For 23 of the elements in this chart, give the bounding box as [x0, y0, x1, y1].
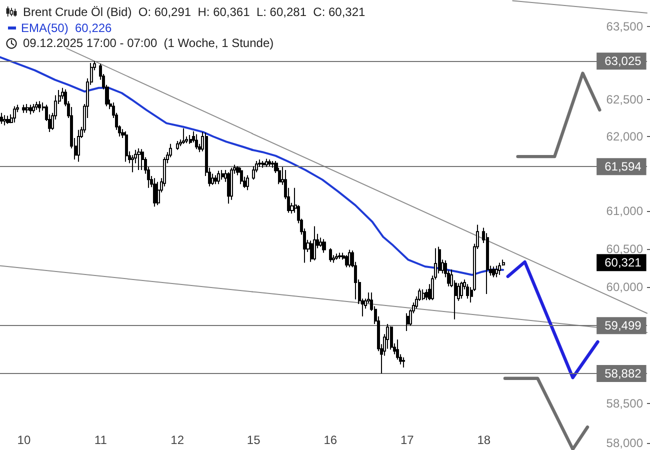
y-tick-label: 62,500: [606, 92, 644, 107]
y-tick-label: 58,000: [606, 436, 644, 450]
x-tick-label: 15: [247, 433, 261, 447]
annotation: 60,321: [604, 256, 642, 270]
x-tick-label: 10: [17, 433, 31, 447]
y-tick-label: 58,500: [606, 396, 644, 410]
ref-line-label: 61,594: [604, 160, 642, 174]
x-tick-label: 12: [170, 433, 184, 447]
y-tick-label: 60,000: [606, 280, 644, 294]
y-tick-label: 60,500: [606, 242, 644, 256]
y-tick-label: 62,000: [606, 130, 644, 144]
text: Brent Crude Öl (Bid) O: 60,291 H: 60,361 L: 60,281 C: 60,321: [23, 5, 366, 19]
x-tick-label: 18: [478, 433, 492, 447]
x-tick-label: 17: [400, 433, 415, 447]
ref-line-label: 58,882: [604, 366, 642, 381]
ref-line-label: 59,499: [604, 318, 642, 333]
x-tick-label: 16: [324, 433, 338, 447]
y-tick-label: 63,500: [606, 20, 644, 34]
x-tick-label: 11: [94, 433, 108, 447]
ref-line-label: 63,025: [604, 54, 642, 68]
legend-label: EMA(50) 60,226: [21, 21, 112, 35]
y-tick-label: 61,000: [606, 204, 644, 218]
text: 09.12.2025 17:00 - 07:00 (1 Woche, 1 Stunde): [23, 36, 274, 50]
